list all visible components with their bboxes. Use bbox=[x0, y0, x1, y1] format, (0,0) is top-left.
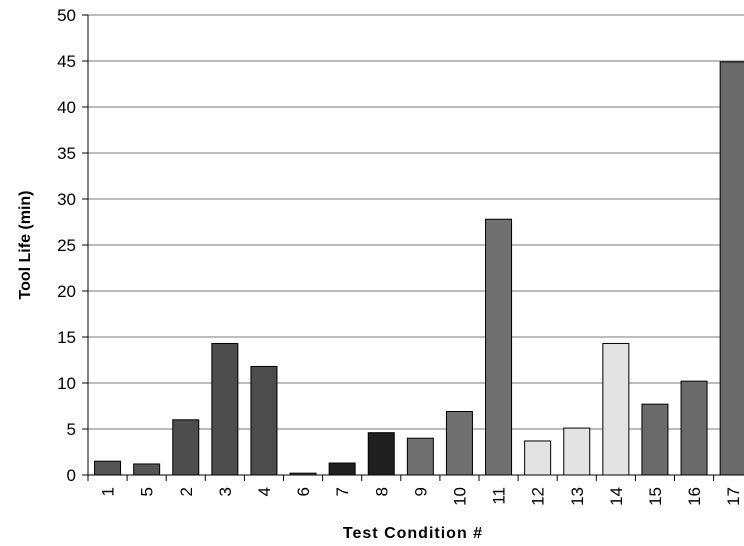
y-tick-label: 15 bbox=[57, 328, 76, 347]
y-tick-label: 10 bbox=[57, 374, 76, 393]
bar-7 bbox=[328, 462, 356, 476]
y-tick-label: 45 bbox=[57, 52, 76, 71]
x-tick-label: 11 bbox=[490, 487, 509, 505]
bar-4 bbox=[250, 365, 278, 476]
bar-12 bbox=[524, 440, 552, 476]
bars bbox=[94, 61, 744, 476]
bar-10 bbox=[445, 411, 473, 476]
bar-15 bbox=[641, 403, 669, 476]
bar-5 bbox=[133, 463, 161, 476]
y-tick-label: 20 bbox=[57, 282, 76, 301]
bar-17 bbox=[719, 61, 744, 476]
y-tick-label: 30 bbox=[57, 190, 76, 209]
bar-14 bbox=[602, 342, 630, 476]
bar-16 bbox=[680, 380, 708, 476]
y-ticks: 0 5 10 15 20 25 30 35 40 45 50 bbox=[57, 6, 88, 485]
bar-11 bbox=[485, 218, 513, 476]
y-tick-label: 5 bbox=[67, 420, 76, 439]
y-tick-label: 0 bbox=[67, 466, 76, 485]
x-ticks: 1 5 2 3 4 6 7 8 9 10 11 12 13 14 15 16 17 bbox=[87, 475, 743, 506]
x-tick-label: 16 bbox=[685, 487, 704, 506]
x-tick-label: 4 bbox=[255, 487, 274, 496]
y-tick-label: 40 bbox=[57, 98, 76, 117]
x-tick-label: 14 bbox=[607, 487, 626, 506]
x-tick-label: 13 bbox=[568, 487, 587, 506]
x-tick-label: 5 bbox=[138, 487, 157, 496]
x-tick-label: 1 bbox=[99, 487, 118, 496]
x-tick-label: 7 bbox=[333, 487, 352, 496]
x-tick-label: 10 bbox=[450, 487, 469, 506]
y-tick-label: 50 bbox=[57, 6, 76, 25]
y-tick-label: 25 bbox=[57, 236, 76, 255]
bar-9 bbox=[406, 437, 434, 476]
x-tick-label: 9 bbox=[411, 487, 430, 496]
x-tick-label: 3 bbox=[216, 487, 235, 496]
bar-2 bbox=[172, 419, 200, 476]
x-axis-title: Test Condition # bbox=[343, 525, 483, 542]
x-tick-label: 6 bbox=[294, 487, 313, 496]
x-tick-label: 8 bbox=[372, 487, 391, 496]
bar-1 bbox=[94, 460, 122, 476]
gridlines bbox=[88, 14, 744, 430]
bar-3 bbox=[211, 342, 239, 476]
y-tick-label: 35 bbox=[57, 144, 76, 163]
x-tick-label: 12 bbox=[529, 487, 548, 506]
bar-13 bbox=[563, 427, 591, 476]
x-tick-label: 2 bbox=[177, 487, 196, 496]
x-tick-label: 17 bbox=[724, 487, 743, 506]
y-axis-title: Tool Life (min) bbox=[17, 190, 34, 299]
x-tick-label: 15 bbox=[646, 487, 665, 506]
bar-8 bbox=[367, 432, 395, 476]
